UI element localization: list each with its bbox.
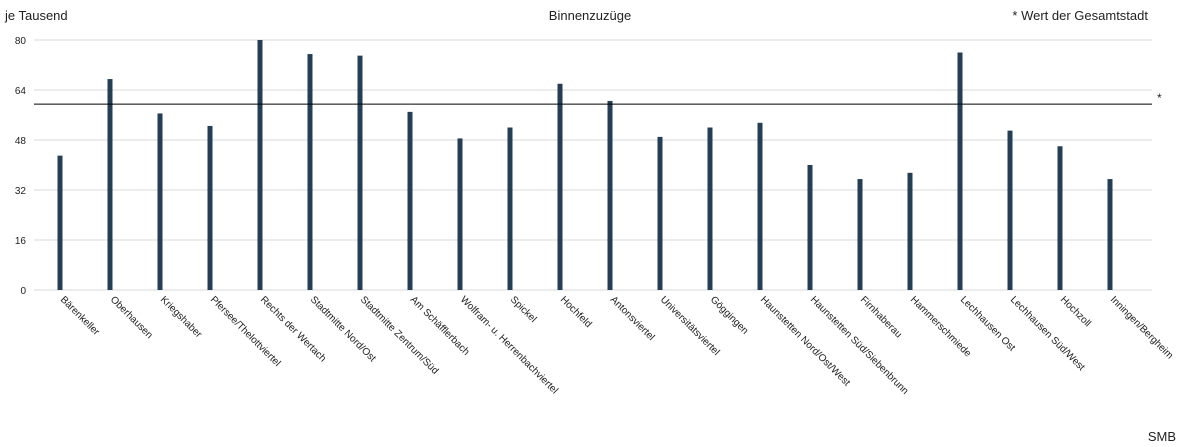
bar bbox=[57, 155, 63, 290]
x-tick-label: Firnhaberau bbox=[858, 294, 904, 340]
bar bbox=[307, 54, 313, 290]
bar bbox=[857, 179, 863, 290]
bar bbox=[257, 40, 263, 290]
x-tick-label: Kriegshaber bbox=[158, 294, 204, 340]
x-tick-label: Haunstetten Nord/Ost/West bbox=[758, 294, 852, 388]
y-tick-label: 48 bbox=[15, 136, 27, 147]
bar bbox=[1007, 130, 1013, 290]
bar bbox=[957, 52, 963, 290]
bar bbox=[457, 138, 463, 290]
x-tick-label: Wolfram- u. Herrenbachviertel bbox=[458, 294, 560, 396]
bar bbox=[607, 100, 613, 290]
bar bbox=[1057, 146, 1063, 290]
reference-line-label: * bbox=[1157, 91, 1162, 105]
reference-layer: * bbox=[34, 91, 1162, 105]
bar bbox=[507, 127, 513, 290]
y-axis-label: je Tausend bbox=[5, 8, 68, 23]
x-tick-label: Hochfeld bbox=[558, 294, 594, 330]
y-tick-label: 64 bbox=[15, 86, 27, 97]
reference-note: * Wert der Gesamtstadt bbox=[1012, 8, 1148, 23]
bar bbox=[657, 136, 663, 290]
x-tick-label: Spickel bbox=[508, 294, 539, 325]
x-tick-label: Göggingen bbox=[708, 294, 750, 336]
source-label: SMB bbox=[1147, 429, 1176, 444]
bar bbox=[707, 127, 713, 290]
bar bbox=[107, 79, 113, 290]
bar bbox=[407, 111, 413, 290]
bar bbox=[807, 165, 813, 290]
y-tick-label: 16 bbox=[15, 236, 27, 247]
y-tick-label: 0 bbox=[20, 286, 26, 297]
bar bbox=[757, 122, 763, 290]
x-tick-label: Haunstetten Süd/Siebenbrunn bbox=[808, 294, 911, 397]
bar bbox=[557, 83, 563, 290]
bar bbox=[157, 113, 163, 290]
bar bbox=[207, 125, 213, 290]
bar bbox=[1107, 179, 1113, 290]
x-tick-label: Antonsviertel bbox=[608, 294, 657, 343]
y-tick-label: 32 bbox=[15, 186, 27, 197]
x-tick-label: Inningen/Bergheim bbox=[1108, 294, 1175, 361]
y-tick-label: 80 bbox=[15, 36, 27, 47]
bar bbox=[357, 55, 363, 290]
chart-title: Binnenzuzüge bbox=[548, 8, 632, 23]
bar bbox=[907, 172, 913, 290]
x-tick-label: Hochzoll bbox=[1058, 294, 1093, 329]
grid-layer bbox=[34, 39, 1152, 291]
x-tick-label: Oberhausen bbox=[108, 294, 155, 341]
x-tick-label: Bärenkeller bbox=[58, 294, 102, 338]
bar-layer bbox=[57, 40, 1113, 290]
